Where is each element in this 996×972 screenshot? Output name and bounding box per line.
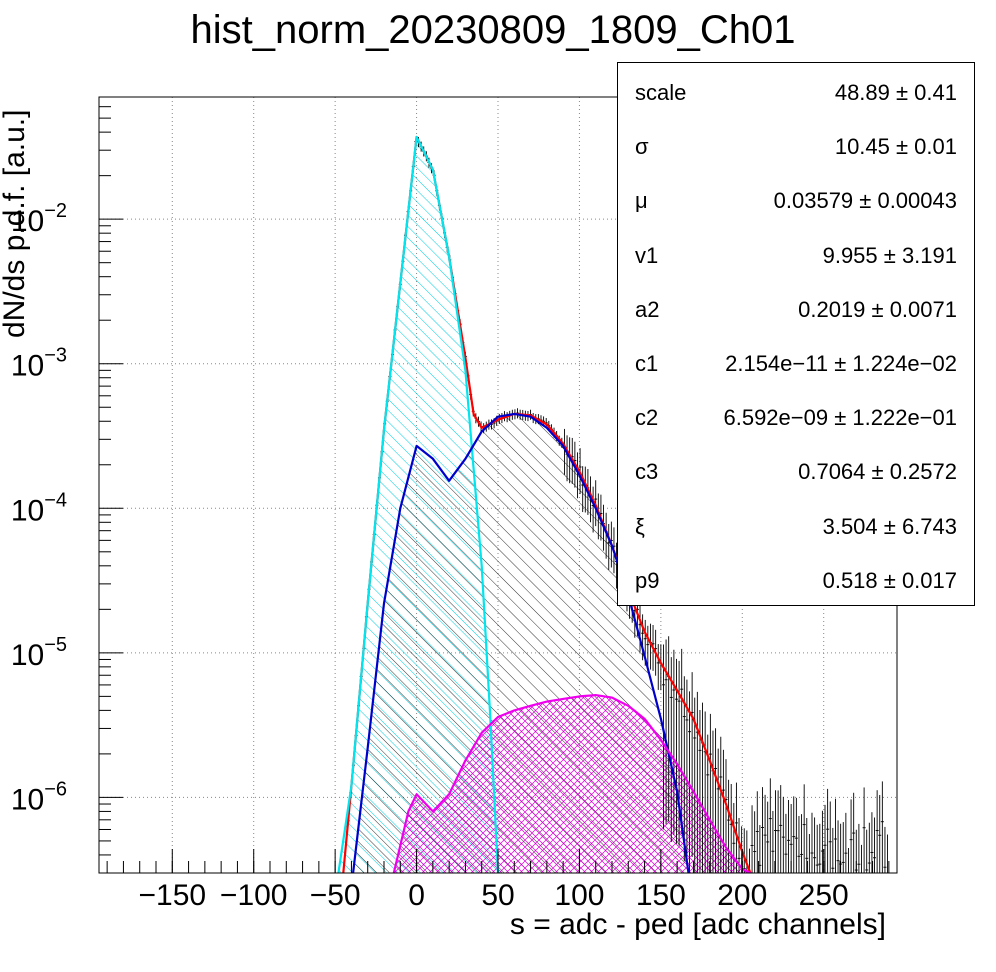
y-tick-label: 10−3 (11, 345, 67, 383)
stat-name: c3 (635, 459, 659, 485)
stat-value: 0.7064 ± 0.2572 (798, 459, 957, 485)
y-tick-label: 10−4 (11, 489, 67, 527)
y-tick-exponent: −4 (44, 489, 67, 511)
stat-name: a2 (635, 296, 660, 322)
stat-row: σ 10.45 ± 0.01 (618, 134, 974, 188)
x-tick-label: 100 (554, 879, 604, 912)
stat-row: scale 48.89 ± 0.41 (618, 80, 974, 134)
stat-value: 0.03579 ± 0.00043 (773, 188, 957, 214)
double-photon-component-curve-fill (393, 695, 751, 873)
x-tick-label: −100 (220, 879, 288, 912)
x-tick-label: 0 (408, 879, 425, 912)
stat-row: c3 0.7064 ± 0.2572 (618, 459, 974, 513)
stat-name: μ (635, 188, 648, 214)
stat-row: a2 0.2019 ± 0.0071 (618, 297, 974, 351)
stat-value: 10.45 ± 0.01 (834, 134, 957, 160)
stat-value: 9.955 ± 3.191 (822, 242, 957, 268)
y-axis-label: dN/ds p.d.f. [a.u.] (0, 109, 31, 338)
stat-name: ξ (635, 513, 645, 539)
stat-value: 3.504 ± 6.743 (822, 513, 957, 539)
stat-value: 2.154e−11 ± 1.224e−02 (725, 351, 957, 376)
x-tick-label: 50 (481, 879, 514, 912)
y-tick-exponent: −2 (44, 200, 67, 222)
x-tick-label: −150 (138, 879, 206, 912)
fit-stats-box: scale 48.89 ± 0.41 σ 10.45 ± 0.01 μ 0.03579 ±… (617, 62, 975, 606)
stat-row: μ 0.03579 ± 0.00043 (618, 188, 974, 242)
stat-row: ξ 3.504 ± 6.743 (618, 514, 974, 568)
x-axis-label: s = adc - ped [adc channels] (509, 908, 886, 941)
stat-value: 0.2019 ± 0.0071 (798, 296, 957, 322)
stat-name: σ (635, 134, 649, 160)
double-photon-component-curve (392, 694, 751, 873)
y-tick-exponent: −3 (44, 345, 67, 367)
pedestal-component-curve (337, 135, 500, 873)
x-tick-label: −50 (310, 879, 361, 912)
stat-name: c2 (635, 405, 659, 431)
x-tick-label: 250 (799, 879, 849, 912)
stat-value: 48.89 ± 0.41 (834, 80, 957, 105)
stat-name: p9 (635, 567, 660, 593)
y-tick-label: 10−5 (11, 634, 67, 672)
stat-name: scale (635, 80, 687, 105)
x-tick-label: 150 (636, 879, 686, 912)
stat-name: v1 (635, 242, 659, 268)
y-tick-label: 10−6 (11, 778, 67, 816)
y-tick-exponent: −5 (44, 634, 67, 656)
stat-row: v1 9.955 ± 3.191 (618, 243, 974, 297)
stat-value: 6.592e−09 ± 1.222e−01 (723, 405, 957, 431)
stat-row: c2 6.592e−09 ± 1.222e−01 (618, 405, 974, 459)
x-tick-label: 200 (717, 879, 767, 912)
stat-row: p9 0.518 ± 0.017 (618, 568, 974, 622)
single-photon-component-curve (352, 412, 690, 873)
stat-row: c1 2.154e−11 ± 1.224e−02 (618, 351, 974, 405)
stat-value: 0.518 ± 0.017 (822, 567, 957, 593)
stat-name: c1 (635, 351, 659, 376)
chart-title: hist_norm_20230809_1809_Ch01 (190, 8, 796, 52)
y-tick-exponent: −6 (44, 778, 67, 800)
